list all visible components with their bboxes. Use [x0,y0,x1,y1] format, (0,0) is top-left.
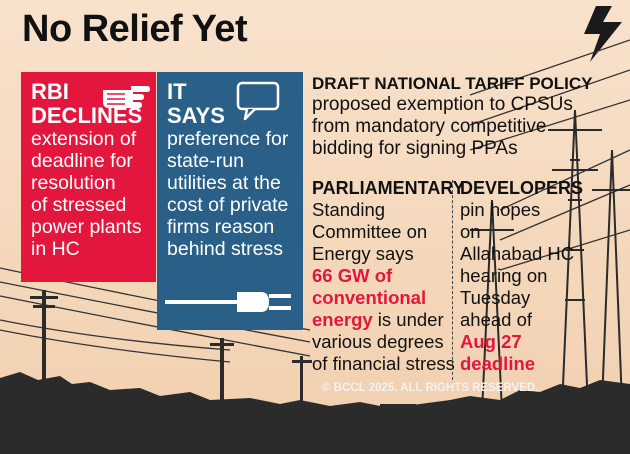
highlight-energy: energy [312,309,373,330]
parliamentary-line: Standing [312,199,386,220]
developers-line: Tuesday [460,287,531,308]
highlight-66gw: 66 GW of [312,265,393,286]
it-body-line: utilities at the [167,172,281,194]
page-title: No Relief Yet [22,8,248,50]
it-body-line: state-run [167,150,244,172]
draft-body-line: from mandatory competitive [312,116,547,137]
parliamentary-line: energy is under [312,309,465,331]
parliamentary-line: of financial stress [312,353,455,374]
rbi-body-line: deadline for [31,150,133,172]
developers-line: Allahabad HC [460,243,575,264]
rbi-body-line: resolution [31,172,116,194]
power-plug-icon [165,292,291,312]
it-body-line: cost of private [167,194,289,216]
parliamentary-line: Committee on [312,221,428,242]
parliamentary-line-rest: is under [372,309,444,330]
it-head-line1: IT [167,79,187,104]
developers-line: pin hopes [460,199,541,220]
highlight-deadline: deadline [460,353,536,374]
it-body-line: preference for [167,128,289,150]
it-head-line2: SAYS [167,103,225,128]
rbi-head-line1: RBI [31,79,69,104]
it-body-line: behind stress [167,238,283,260]
it-says-box: IT SAYS preference for state-run utiliti… [157,72,303,330]
rbi-declines-box: RBI DECLINES extension of deadline for r… [21,72,156,282]
draft-policy-heading: DRAFT NATIONAL TARIFF POLICY [312,74,593,93]
rbi-body-line: of stressed [31,194,127,216]
developers-column: DEVELOPERS pin hopes on Allahabad HC hea… [460,178,583,375]
draft-body-line: proposed exemption to CPSUs [312,94,573,115]
draft-policy-body: proposed exemption to CPSUs from mandato… [312,94,627,160]
it-body-line: firms reason [167,216,275,238]
draft-body-line: bidding for signing PPAs [312,138,518,159]
developers-heading: DEVELOPERS [460,178,584,198]
parliamentary-line: Energy says [312,243,414,264]
parliamentary-line: various degrees [312,331,444,352]
highlight-conventional: conventional [312,287,427,308]
column-divider [452,180,453,385]
parliamentary-column: PARLIAMENTARY Standing Committee on Ener… [312,178,465,375]
pointing-hand-icon [103,86,150,108]
developers-line: ahead of [460,309,533,330]
rbi-body-line: extension of [31,128,137,150]
developers-line: on [460,221,481,242]
rbi-body-line: in HC [31,238,80,260]
copyright-footer: © BCCL 2025. ALL RIGHTS RESERVED. [322,382,539,394]
developers-line: hearing on [460,265,548,286]
rbi-body-line: power plants [31,216,142,238]
parliamentary-heading: PARLIAMENTARY [312,178,465,198]
highlight-aug27: Aug 27 [460,331,522,352]
lightning-bolt-icon [584,6,622,62]
speech-bubble-icon [236,81,280,121]
